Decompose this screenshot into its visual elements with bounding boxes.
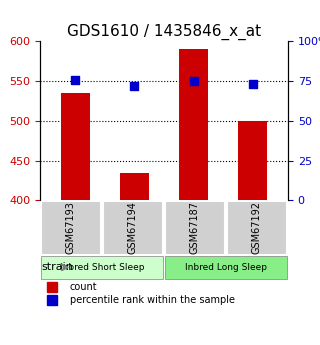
Text: percentile rank within the sample: percentile rank within the sample [70,295,235,305]
Bar [179,49,208,200]
FancyBboxPatch shape [41,201,101,255]
FancyBboxPatch shape [103,201,163,255]
Point [250,81,255,87]
Bar [120,172,149,200]
Title: GDS1610 / 1435846_x_at: GDS1610 / 1435846_x_at [67,24,261,40]
Bar [61,93,90,200]
Text: GSM67194: GSM67194 [128,201,138,254]
Point [132,83,137,89]
FancyBboxPatch shape [41,256,163,278]
Text: Inbred Long Sleep: Inbred Long Sleep [185,263,267,272]
Point [73,77,78,82]
Text: GSM67193: GSM67193 [66,201,76,254]
Text: strain: strain [41,262,73,272]
Point [191,78,196,84]
FancyBboxPatch shape [165,201,225,255]
Bar [238,121,267,200]
Text: Inbred Short Sleep: Inbred Short Sleep [60,263,144,272]
Text: GSM67187: GSM67187 [190,201,200,254]
FancyBboxPatch shape [227,201,287,255]
FancyBboxPatch shape [165,256,287,278]
Text: count: count [70,282,97,292]
Text: GSM67192: GSM67192 [252,201,262,254]
